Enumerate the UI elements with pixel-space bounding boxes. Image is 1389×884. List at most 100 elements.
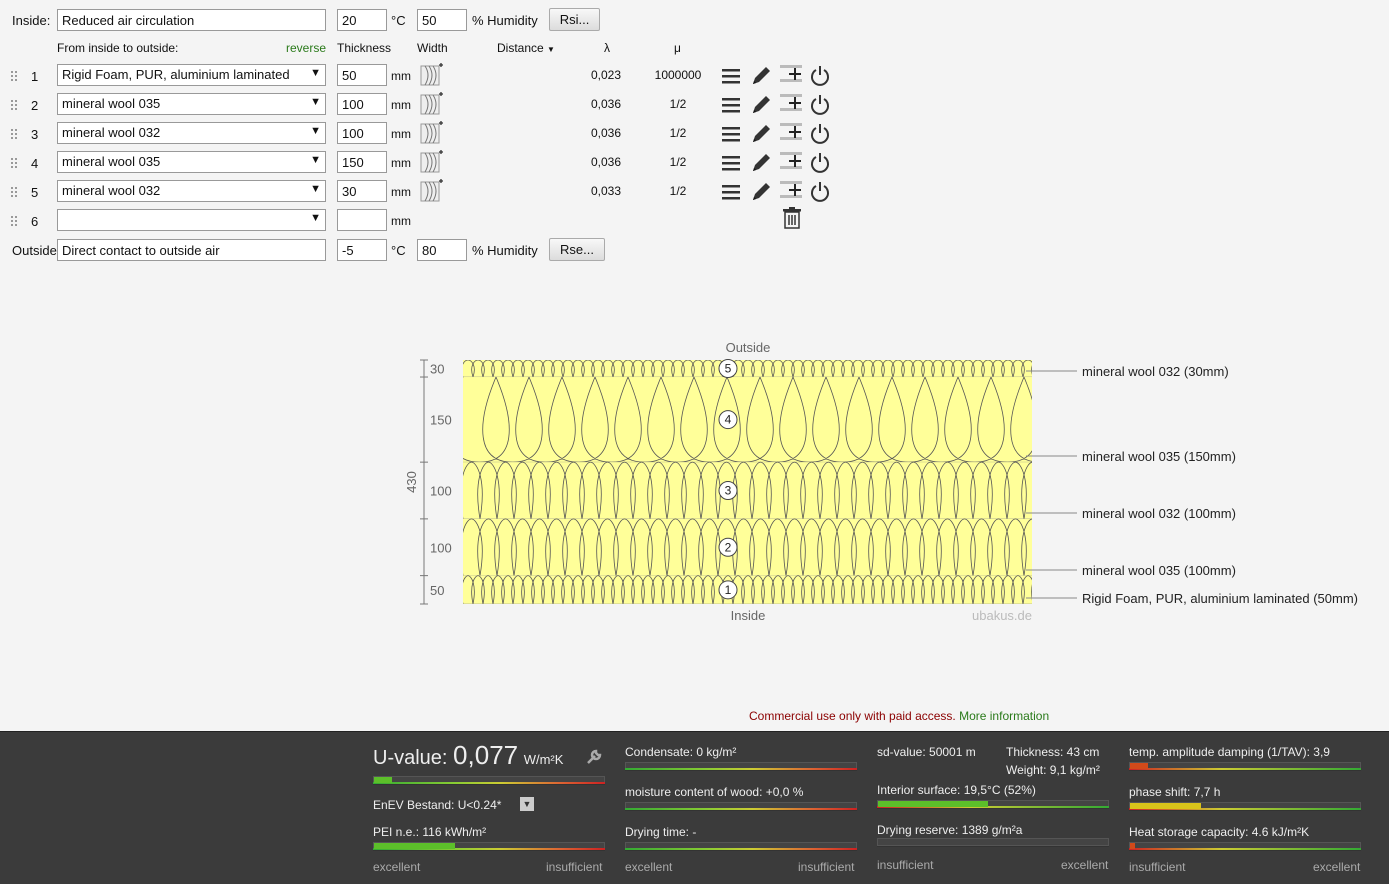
more-information-link[interactable]: More information — [959, 709, 1050, 723]
pei-bar — [373, 842, 605, 851]
reverse-link[interactable]: reverse — [286, 41, 327, 55]
edit-pencil-icon[interactable] — [750, 181, 772, 203]
material-select[interactable]: mineral wool 035 ▼ — [57, 151, 326, 173]
edit-pencil-icon[interactable] — [750, 123, 772, 145]
material-select-value: mineral wool 032 — [62, 125, 161, 140]
inhomogeneous-layer-icon[interactable] — [420, 63, 444, 87]
temp-amplitude-bar — [1129, 762, 1361, 771]
power-toggle-icon[interactable] — [809, 93, 831, 115]
enev-label: EnEV Bestand: U<0.24* — [373, 798, 502, 812]
thickness-unit: mm — [391, 98, 411, 112]
layer-number-label: 3 — [725, 484, 732, 498]
drying-reserve-label: Drying reserve: 1389 g/m²a — [877, 823, 1023, 837]
layer-number-label: 1 — [725, 583, 732, 597]
power-toggle-icon[interactable] — [809, 122, 831, 144]
rse-button[interactable]: Rse... — [549, 238, 605, 261]
inside-condition-input[interactable] — [57, 9, 326, 31]
material-select[interactable]: Rigid Foam, PUR, aluminium laminated ▼ — [57, 64, 326, 86]
interior-surface-label: Interior surface: 19,5°C (52%) — [877, 783, 1036, 797]
thickness-input[interactable] — [337, 64, 387, 86]
layer-number-circle — [718, 410, 738, 430]
menu-icon[interactable] — [721, 125, 741, 143]
drag-handle-icon[interactable] — [11, 158, 19, 168]
lambda-value: 0,033 — [591, 184, 622, 198]
moisture-bar — [625, 802, 857, 811]
drag-handle-icon[interactable] — [11, 129, 19, 139]
thickness-result: Thickness: 43 cm — [1006, 745, 1100, 759]
inhomogeneous-layer-icon[interactable] — [420, 92, 444, 116]
temp-amplitude-label: temp. amplitude damping (1/TAV): 3,9 — [1129, 745, 1330, 759]
thickness-unit: mm — [391, 214, 411, 228]
lambda-value: 0,036 — [591, 126, 622, 140]
diagram-outside-label: Outside — [726, 340, 771, 355]
layer-number-label: 4 — [725, 413, 732, 427]
layer-number-circle — [718, 537, 738, 557]
enev-dropdown-icon[interactable]: ▼ — [520, 797, 534, 811]
menu-icon[interactable] — [721, 67, 741, 85]
outside-humidity-label: % Humidity — [472, 243, 538, 258]
add-layer-icon[interactable] — [779, 92, 805, 114]
thickness-unit: mm — [391, 156, 411, 170]
rsi-button[interactable]: Rsi... — [549, 8, 600, 31]
uvalue-unit: W/m²K — [523, 752, 564, 767]
dimension-label: 30 — [430, 362, 444, 377]
insulation-pattern — [463, 461, 1032, 519]
drag-handle-icon[interactable] — [11, 187, 19, 197]
layer-number-label: 2 — [725, 540, 732, 554]
menu-icon[interactable] — [721, 183, 741, 201]
weight-result: Weight: 9,1 kg/m² — [1006, 763, 1100, 777]
inhomogeneous-layer-icon[interactable] — [420, 121, 444, 145]
thickness-input[interactable] — [337, 209, 387, 231]
add-layer-icon[interactable] — [779, 63, 805, 85]
add-layer-icon[interactable] — [779, 179, 805, 201]
outside-label: Outside — [12, 243, 57, 258]
material-select[interactable]: mineral wool 032 ▼ — [57, 122, 326, 144]
thickness-input[interactable] — [337, 122, 387, 144]
width-header: Width — [417, 41, 448, 55]
moisture-label: moisture content of wood: +0,0 % — [625, 785, 804, 799]
power-toggle-icon[interactable] — [809, 64, 831, 86]
scale-excellent: excellent — [1313, 860, 1361, 874]
watermark: ubakus.de — [972, 608, 1032, 623]
menu-icon[interactable] — [721, 96, 741, 114]
inhomogeneous-layer-icon[interactable] — [420, 150, 444, 174]
chevron-down-icon: ▼ — [310, 212, 321, 224]
layer-number-circle — [718, 580, 738, 600]
material-select-value: mineral wool 035 — [62, 154, 161, 169]
callout-label: mineral wool 035 (150mm) — [1082, 449, 1236, 464]
drying-reserve-bar — [877, 838, 1109, 847]
inside-temp-input[interactable] — [337, 9, 387, 31]
material-select[interactable]: mineral wool 035 ▼ — [57, 93, 326, 115]
drag-handle-icon[interactable] — [11, 100, 19, 110]
interior-surface-bar — [877, 800, 1109, 809]
dimension-label: 100 — [430, 484, 452, 499]
edit-pencil-icon[interactable] — [750, 65, 772, 87]
edit-pencil-icon[interactable] — [750, 152, 772, 174]
distance-header[interactable]: Distance ▼ — [497, 41, 555, 55]
power-toggle-icon[interactable] — [809, 151, 831, 173]
power-toggle-icon[interactable] — [809, 180, 831, 202]
thickness-input[interactable] — [337, 180, 387, 202]
outside-temp-input[interactable] — [337, 239, 387, 261]
material-select[interactable]: mineral wool 032 ▼ — [57, 180, 326, 202]
thickness-unit: mm — [391, 69, 411, 83]
mu-value: 1/2 — [669, 97, 687, 111]
add-layer-icon[interactable] — [779, 121, 805, 143]
wrench-icon[interactable] — [585, 748, 603, 766]
drag-handle-icon[interactable] — [11, 71, 19, 81]
trash-icon[interactable] — [782, 207, 802, 229]
thickness-input[interactable] — [337, 93, 387, 115]
edit-pencil-icon[interactable] — [750, 94, 772, 116]
drying-time-label: Drying time: - — [625, 825, 697, 839]
outside-condition-input[interactable] — [57, 239, 326, 261]
inhomogeneous-layer-icon[interactable] — [420, 179, 444, 203]
material-select[interactable]: ▼ — [57, 209, 326, 231]
layer-number-label: 5 — [725, 362, 732, 376]
uvalue-display: U-value: 0,077 W/m²K — [373, 740, 563, 771]
drag-handle-icon[interactable] — [11, 216, 19, 226]
thickness-input[interactable] — [337, 151, 387, 173]
menu-icon[interactable] — [721, 154, 741, 172]
inside-humidity-input[interactable] — [417, 9, 467, 31]
outside-humidity-input[interactable] — [417, 239, 467, 261]
add-layer-icon[interactable] — [779, 150, 805, 172]
